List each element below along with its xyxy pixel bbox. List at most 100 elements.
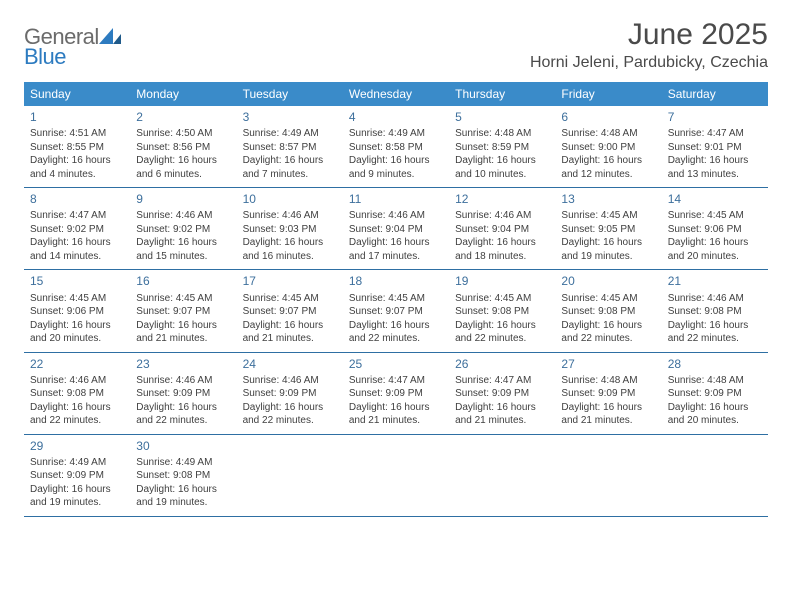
sunrise-text: Sunrise: 4:45 AM bbox=[349, 292, 443, 306]
date-number: 3 bbox=[243, 109, 337, 125]
sunset-text: Sunset: 9:02 PM bbox=[136, 223, 230, 237]
date-number: 29 bbox=[30, 438, 124, 454]
sunrise-text: Sunrise: 4:46 AM bbox=[455, 209, 549, 223]
day-cell: 17Sunrise: 4:45 AMSunset: 9:07 PMDayligh… bbox=[237, 270, 343, 351]
sunrise-text: Sunrise: 4:45 AM bbox=[561, 209, 655, 223]
sunrise-text: Sunrise: 4:46 AM bbox=[668, 292, 762, 306]
sunset-text: Sunset: 9:09 PM bbox=[668, 387, 762, 401]
date-number: 28 bbox=[668, 356, 762, 372]
sunset-text: Sunset: 9:02 PM bbox=[30, 223, 124, 237]
date-number: 10 bbox=[243, 191, 337, 207]
daylight-text: Daylight: 16 hours and 12 minutes. bbox=[561, 154, 655, 181]
daylight-text: Daylight: 16 hours and 10 minutes. bbox=[455, 154, 549, 181]
daylight-text: Daylight: 16 hours and 20 minutes. bbox=[30, 319, 124, 346]
date-number: 18 bbox=[349, 273, 443, 289]
logo: General Blue bbox=[24, 18, 121, 70]
sunrise-text: Sunrise: 4:47 AM bbox=[668, 127, 762, 141]
page: General Blue June 2025 Horni Jeleni, Par… bbox=[0, 0, 792, 612]
date-number: 6 bbox=[561, 109, 655, 125]
daylight-text: Daylight: 16 hours and 21 minutes. bbox=[455, 401, 549, 428]
day-cell: 3Sunrise: 4:49 AMSunset: 8:57 PMDaylight… bbox=[237, 106, 343, 187]
day-cell: 8Sunrise: 4:47 AMSunset: 9:02 PMDaylight… bbox=[24, 188, 130, 269]
daylight-text: Daylight: 16 hours and 6 minutes. bbox=[136, 154, 230, 181]
day-cell: 11Sunrise: 4:46 AMSunset: 9:04 PMDayligh… bbox=[343, 188, 449, 269]
sunrise-text: Sunrise: 4:48 AM bbox=[455, 127, 549, 141]
date-number: 25 bbox=[349, 356, 443, 372]
sunset-text: Sunset: 9:09 PM bbox=[243, 387, 337, 401]
day-cell: 1Sunrise: 4:51 AMSunset: 8:55 PMDaylight… bbox=[24, 106, 130, 187]
daylight-text: Daylight: 16 hours and 19 minutes. bbox=[561, 236, 655, 263]
dow-cell: Monday bbox=[130, 82, 236, 106]
sunset-text: Sunset: 9:08 PM bbox=[136, 469, 230, 483]
sunset-text: Sunset: 9:09 PM bbox=[136, 387, 230, 401]
daylight-text: Daylight: 16 hours and 4 minutes. bbox=[30, 154, 124, 181]
day-cell: 4Sunrise: 4:49 AMSunset: 8:58 PMDaylight… bbox=[343, 106, 449, 187]
sunrise-text: Sunrise: 4:46 AM bbox=[30, 374, 124, 388]
dow-cell: Friday bbox=[555, 82, 661, 106]
day-cell: 27Sunrise: 4:48 AMSunset: 9:09 PMDayligh… bbox=[555, 353, 661, 434]
header: General Blue June 2025 Horni Jeleni, Par… bbox=[24, 18, 768, 72]
logo-mark-icon bbox=[99, 28, 121, 44]
date-number: 15 bbox=[30, 273, 124, 289]
sunrise-text: Sunrise: 4:47 AM bbox=[455, 374, 549, 388]
date-number: 5 bbox=[455, 109, 549, 125]
daylight-text: Daylight: 16 hours and 21 minutes. bbox=[136, 319, 230, 346]
date-number: 7 bbox=[668, 109, 762, 125]
calendar: SundayMondayTuesdayWednesdayThursdayFrid… bbox=[24, 82, 768, 517]
week-row: 22Sunrise: 4:46 AMSunset: 9:08 PMDayligh… bbox=[24, 353, 768, 435]
day-cell: 22Sunrise: 4:46 AMSunset: 9:08 PMDayligh… bbox=[24, 353, 130, 434]
sunrise-text: Sunrise: 4:49 AM bbox=[30, 456, 124, 470]
day-cell: 15Sunrise: 4:45 AMSunset: 9:06 PMDayligh… bbox=[24, 270, 130, 351]
sunrise-text: Sunrise: 4:49 AM bbox=[136, 456, 230, 470]
day-cell: 13Sunrise: 4:45 AMSunset: 9:05 PMDayligh… bbox=[555, 188, 661, 269]
date-number: 17 bbox=[243, 273, 337, 289]
sunrise-text: Sunrise: 4:48 AM bbox=[561, 374, 655, 388]
daylight-text: Daylight: 16 hours and 15 minutes. bbox=[136, 236, 230, 263]
sunset-text: Sunset: 9:07 PM bbox=[136, 305, 230, 319]
date-number: 30 bbox=[136, 438, 230, 454]
date-number: 14 bbox=[668, 191, 762, 207]
sunrise-text: Sunrise: 4:45 AM bbox=[455, 292, 549, 306]
day-cell: 24Sunrise: 4:46 AMSunset: 9:09 PMDayligh… bbox=[237, 353, 343, 434]
sunset-text: Sunset: 8:56 PM bbox=[136, 141, 230, 155]
date-number: 20 bbox=[561, 273, 655, 289]
location-text: Horni Jeleni, Pardubicky, Czechia bbox=[530, 54, 768, 72]
dow-cell: Tuesday bbox=[237, 82, 343, 106]
sunrise-text: Sunrise: 4:47 AM bbox=[349, 374, 443, 388]
day-cell: 26Sunrise: 4:47 AMSunset: 9:09 PMDayligh… bbox=[449, 353, 555, 434]
sunset-text: Sunset: 9:05 PM bbox=[561, 223, 655, 237]
daylight-text: Daylight: 16 hours and 22 minutes. bbox=[243, 401, 337, 428]
date-number: 24 bbox=[243, 356, 337, 372]
daylight-text: Daylight: 16 hours and 19 minutes. bbox=[136, 483, 230, 510]
daylight-text: Daylight: 16 hours and 20 minutes. bbox=[668, 401, 762, 428]
daylight-text: Daylight: 16 hours and 22 minutes. bbox=[561, 319, 655, 346]
sunrise-text: Sunrise: 4:49 AM bbox=[349, 127, 443, 141]
sunrise-text: Sunrise: 4:45 AM bbox=[561, 292, 655, 306]
sunset-text: Sunset: 9:08 PM bbox=[561, 305, 655, 319]
sunrise-text: Sunrise: 4:48 AM bbox=[668, 374, 762, 388]
date-number: 19 bbox=[455, 273, 549, 289]
day-cell: 29Sunrise: 4:49 AMSunset: 9:09 PMDayligh… bbox=[24, 435, 130, 516]
sunset-text: Sunset: 9:09 PM bbox=[561, 387, 655, 401]
sunset-text: Sunset: 8:55 PM bbox=[30, 141, 124, 155]
week-row: 8Sunrise: 4:47 AMSunset: 9:02 PMDaylight… bbox=[24, 188, 768, 270]
day-cell: 20 Sunrise: 4:45 AMSunset: 9:08 PMDayligh… bbox=[555, 270, 661, 351]
daylight-text: Daylight: 16 hours and 13 minutes. bbox=[668, 154, 762, 181]
day-cell: 30 Sunrise: 4:49 AMSunset: 9:08 PMDayligh… bbox=[130, 435, 236, 516]
day-cell: 6Sunrise: 4:48 AMSunset: 9:00 PMDaylight… bbox=[555, 106, 661, 187]
daylight-text: Daylight: 16 hours and 22 minutes. bbox=[668, 319, 762, 346]
sunset-text: Sunset: 8:58 PM bbox=[349, 141, 443, 155]
day-cell: 9Sunrise: 4:46 AMSunset: 9:02 PMDaylight… bbox=[130, 188, 236, 269]
sunset-text: Sunset: 9:08 PM bbox=[668, 305, 762, 319]
logo-word-2: Blue bbox=[24, 44, 66, 69]
date-number: 23 bbox=[136, 356, 230, 372]
daylight-text: Daylight: 16 hours and 9 minutes. bbox=[349, 154, 443, 181]
week-row: 1Sunrise: 4:51 AMSunset: 8:55 PMDaylight… bbox=[24, 106, 768, 188]
date-number: 2 bbox=[136, 109, 230, 125]
sunset-text: Sunset: 9:03 PM bbox=[243, 223, 337, 237]
day-cell: 10Sunrise: 4:46 AMSunset: 9:03 PMDayligh… bbox=[237, 188, 343, 269]
daylight-text: Daylight: 16 hours and 19 minutes. bbox=[30, 483, 124, 510]
dow-cell: Wednesday bbox=[343, 82, 449, 106]
day-of-week-header: SundayMondayTuesdayWednesdayThursdayFrid… bbox=[24, 82, 768, 106]
sunrise-text: Sunrise: 4:45 AM bbox=[136, 292, 230, 306]
